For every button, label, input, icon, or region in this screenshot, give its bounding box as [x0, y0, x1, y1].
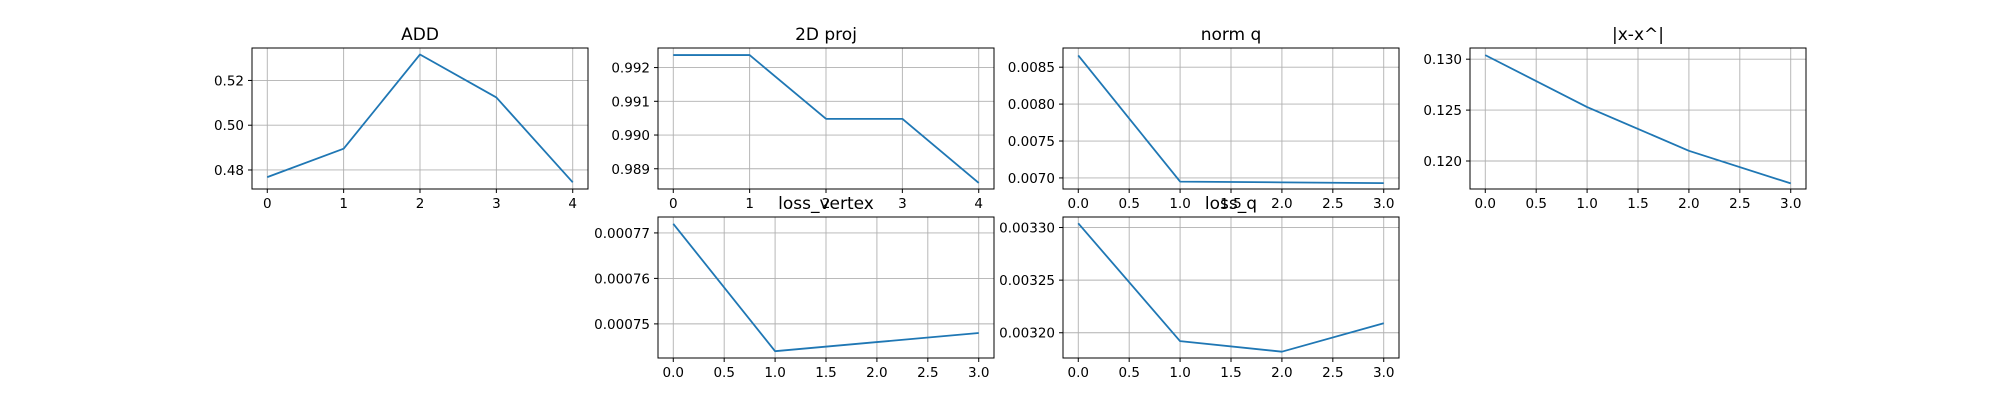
- y-tick-label: 0.130: [1423, 52, 1462, 68]
- chart-title: 2D proj: [795, 25, 857, 45]
- chart-title: norm q: [1201, 25, 1262, 45]
- x-tick-label: 1.0: [1576, 196, 1597, 212]
- chart-panel-2d-proj: 2D proj 0 1 2 3 4 0.989 0.990 0.991 0.992: [611, 25, 995, 212]
- y-tick-label: 0.00075: [594, 317, 650, 333]
- chart-panel-add: ADD 0 1 2 3 4 0.48 0.50 0.52: [214, 25, 589, 212]
- x-tick-label: 1.5: [1220, 196, 1241, 212]
- x-tick-label: 0: [263, 196, 272, 212]
- y-tick-label: 0.00076: [594, 271, 650, 287]
- x-tick-label: 0: [669, 196, 678, 212]
- chart-title: loss_q: [1205, 194, 1257, 214]
- series-line: [1077, 54, 1384, 184]
- y-tick-label: 0.50: [214, 118, 244, 134]
- plot-frame: [657, 47, 995, 190]
- y-tick-label: 0.00077: [594, 226, 650, 242]
- y-tick-label: 0.00325: [999, 273, 1055, 289]
- plot-frame: [1062, 47, 1400, 190]
- x-tick-label: 3.0: [1373, 196, 1394, 212]
- y-tick-label: 0.120: [1423, 154, 1462, 170]
- series-line: [1077, 222, 1384, 353]
- y-tick-label: 0.989: [611, 162, 650, 178]
- chart-panel-x-error: |x-x^| 0.0 0.5 1.0 1.5 2.0 2.5 3.0 0.120 0.125 0.…: [1423, 25, 1807, 212]
- x-tick-label: 3.0: [1780, 196, 1801, 212]
- y-tick-label: 0.990: [611, 128, 650, 144]
- x-tick-label: 3.0: [968, 365, 989, 381]
- x-tick-label: 0.0: [1475, 196, 1496, 212]
- x-tick-label: 4: [568, 196, 577, 212]
- x-tick-label: 0.5: [713, 365, 734, 381]
- x-tick-label: 0.5: [1118, 196, 1139, 212]
- y-tick-label: 0.52: [214, 73, 244, 89]
- y-tick-label: 0.992: [611, 61, 650, 77]
- x-tick-label: 0.5: [1118, 365, 1139, 381]
- plot-frame: [1062, 216, 1400, 359]
- x-tick-label: 4: [974, 196, 983, 212]
- x-tick-label: 0.5: [1525, 196, 1546, 212]
- x-tick-label: 2.0: [1678, 196, 1699, 212]
- plot-frame: [657, 216, 995, 359]
- x-tick-label: 1.0: [1169, 196, 1190, 212]
- x-tick-label: 1.5: [1627, 196, 1648, 212]
- x-tick-label: 1.5: [1220, 365, 1241, 381]
- x-tick-label: 2.0: [1271, 365, 1292, 381]
- plot-frame: [251, 47, 589, 190]
- chart-panel-norm-q: norm q 0.0 0.5 1.0 1.5 2.0 2.5 3.0 0.0070 0.0075…: [1008, 25, 1400, 212]
- x-tick-label: 2.0: [866, 365, 887, 381]
- y-tick-label: 0.991: [611, 94, 650, 110]
- x-tick-label: 1: [339, 196, 348, 212]
- series-line: [1484, 54, 1792, 185]
- y-tick-label: 0.48: [214, 163, 244, 179]
- series-line: [672, 223, 979, 353]
- chart-title: |x-x^|: [1612, 25, 1664, 45]
- chart-panel-loss-q: loss_q 0.0 0.5 1.0 1.5 2.0 2.5 3.0 0.00320 0.003…: [999, 194, 1400, 381]
- x-tick-label: 2.5: [1729, 196, 1750, 212]
- plot-frame: [1469, 47, 1807, 190]
- x-tick-label: 0.0: [663, 365, 684, 381]
- x-tick-label: 3.0: [1373, 365, 1394, 381]
- x-tick-label: 3: [492, 196, 501, 212]
- x-tick-label: 2.5: [917, 365, 938, 381]
- x-tick-label: 1.0: [1169, 365, 1190, 381]
- y-tick-label: 0.0075: [1008, 134, 1055, 150]
- y-tick-label: 0.00320: [999, 326, 1055, 342]
- x-tick-label: 2.0: [1271, 196, 1292, 212]
- x-tick-label: 0.0: [1068, 196, 1089, 212]
- y-tick-label: 0.0085: [1008, 60, 1055, 76]
- y-tick-label: 0.00330: [999, 221, 1055, 237]
- x-tick-label: 1.5: [815, 365, 836, 381]
- y-tick-label: 0.125: [1423, 103, 1462, 119]
- y-tick-label: 0.0070: [1008, 171, 1055, 187]
- x-tick-label: 2: [822, 196, 831, 212]
- x-tick-label: 0.0: [1068, 365, 1089, 381]
- y-tick-label: 0.0080: [1008, 97, 1055, 113]
- x-tick-label: 1: [745, 196, 754, 212]
- x-tick-label: 2.5: [1322, 196, 1343, 212]
- x-tick-label: 2.5: [1322, 365, 1343, 381]
- chart-title: ADD: [401, 25, 439, 45]
- chart-panel-loss-vertex: loss_vertex 0.0 0.5 1.0 1.5 2.0 2.5 3.0 0.00075…: [594, 194, 995, 381]
- x-tick-label: 3: [898, 196, 907, 212]
- chart-title: loss_vertex: [778, 194, 874, 214]
- x-tick-label: 2: [416, 196, 425, 212]
- x-tick-label: 1.0: [764, 365, 785, 381]
